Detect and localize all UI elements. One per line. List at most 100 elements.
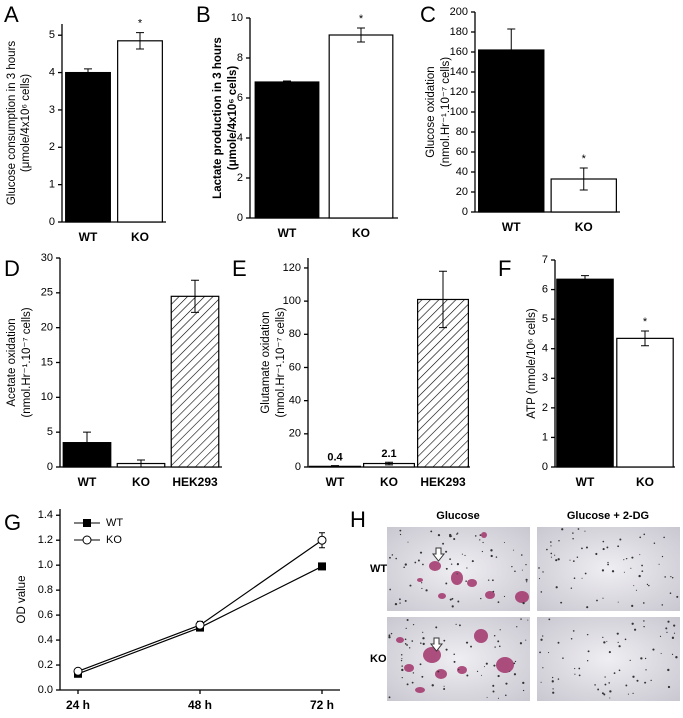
marker (317, 535, 327, 545)
speck (422, 642, 425, 646)
speck (606, 640, 608, 642)
speck (404, 638, 407, 641)
speck (665, 627, 668, 630)
speck (636, 679, 639, 682)
speck (597, 688, 600, 691)
speck (503, 541, 505, 544)
speck (586, 660, 589, 662)
speck (601, 569, 605, 572)
speck (465, 641, 469, 644)
speck (497, 640, 500, 643)
y-tick-label: 1.2 (38, 534, 53, 546)
speck (389, 588, 391, 591)
marker (73, 666, 83, 676)
speck (574, 673, 576, 675)
speck (542, 667, 544, 669)
bar (328, 34, 394, 219)
significance-mark: * (138, 17, 143, 29)
speck (570, 587, 573, 589)
x-tick-label: 48 h (188, 698, 212, 712)
y-tick-label: 6 (237, 92, 243, 104)
significance-mark: * (582, 153, 587, 165)
speck (557, 558, 560, 561)
speck (577, 528, 580, 530)
speck (653, 542, 656, 545)
speck (671, 636, 675, 639)
speck (635, 589, 637, 591)
y-tick-label: 15 (41, 356, 53, 368)
speck (538, 567, 540, 569)
speck (503, 595, 506, 598)
speck (509, 670, 511, 672)
y-axis-label: (nmol.Hr⁻¹.10⁻⁷ cells) (440, 57, 452, 167)
column-header: Glucose (436, 510, 479, 522)
speck (569, 559, 571, 561)
speck (431, 684, 434, 687)
bar (616, 337, 674, 468)
y-tick-label: 40 (289, 395, 301, 407)
speck (453, 660, 456, 663)
speck (540, 638, 543, 641)
speck (497, 674, 500, 678)
speck (474, 535, 477, 537)
x-tick-label: KO (352, 226, 370, 240)
speck (648, 584, 650, 587)
speck (422, 563, 424, 566)
speck (540, 681, 542, 683)
speck (400, 654, 403, 656)
legend-label: KO (106, 534, 122, 546)
y-tick-label: 5 (49, 29, 55, 41)
speck (399, 602, 401, 604)
speck (602, 548, 605, 551)
speck (572, 532, 574, 534)
speck (639, 536, 642, 539)
speck (542, 571, 544, 573)
speck (425, 589, 428, 592)
speck (451, 605, 454, 608)
row-label: KO (370, 653, 387, 665)
marker (195, 620, 205, 630)
x-tick-label: KO (132, 475, 150, 489)
speck (630, 567, 632, 569)
speck (603, 641, 606, 644)
speck (456, 532, 459, 534)
y-tick-label: 180 (450, 26, 468, 38)
speck (643, 620, 645, 622)
x-tick-label: 24 h (66, 698, 90, 712)
arrows (429, 547, 446, 652)
panel-letter: G (4, 510, 21, 535)
speck (554, 554, 556, 556)
speck (456, 533, 458, 535)
y-tick-label: 0.2 (38, 659, 53, 671)
speck (550, 552, 553, 555)
y-tick-label: 2 (237, 172, 243, 184)
speck (584, 572, 587, 575)
speck (449, 558, 451, 561)
speck (643, 533, 646, 536)
speck (638, 574, 641, 578)
speck (670, 576, 672, 578)
speck (526, 581, 528, 583)
speck (485, 662, 488, 665)
error-bar (84, 68, 92, 77)
speck (631, 556, 634, 559)
speck (609, 697, 611, 699)
speck (673, 632, 676, 634)
speck (492, 690, 495, 693)
speck (401, 658, 403, 660)
x-tick-label: WT (79, 230, 98, 244)
speck (479, 539, 481, 541)
speck (661, 604, 664, 606)
speck (671, 577, 674, 579)
speck (476, 670, 479, 673)
y-tick-label: 200 (450, 6, 468, 18)
speck (676, 595, 679, 598)
panel-letter: H (350, 507, 366, 532)
speck (401, 668, 404, 672)
speck (642, 602, 645, 604)
speck (629, 659, 631, 662)
speck (617, 545, 620, 548)
speck (557, 641, 560, 644)
bar (65, 71, 111, 223)
speck (619, 538, 622, 541)
